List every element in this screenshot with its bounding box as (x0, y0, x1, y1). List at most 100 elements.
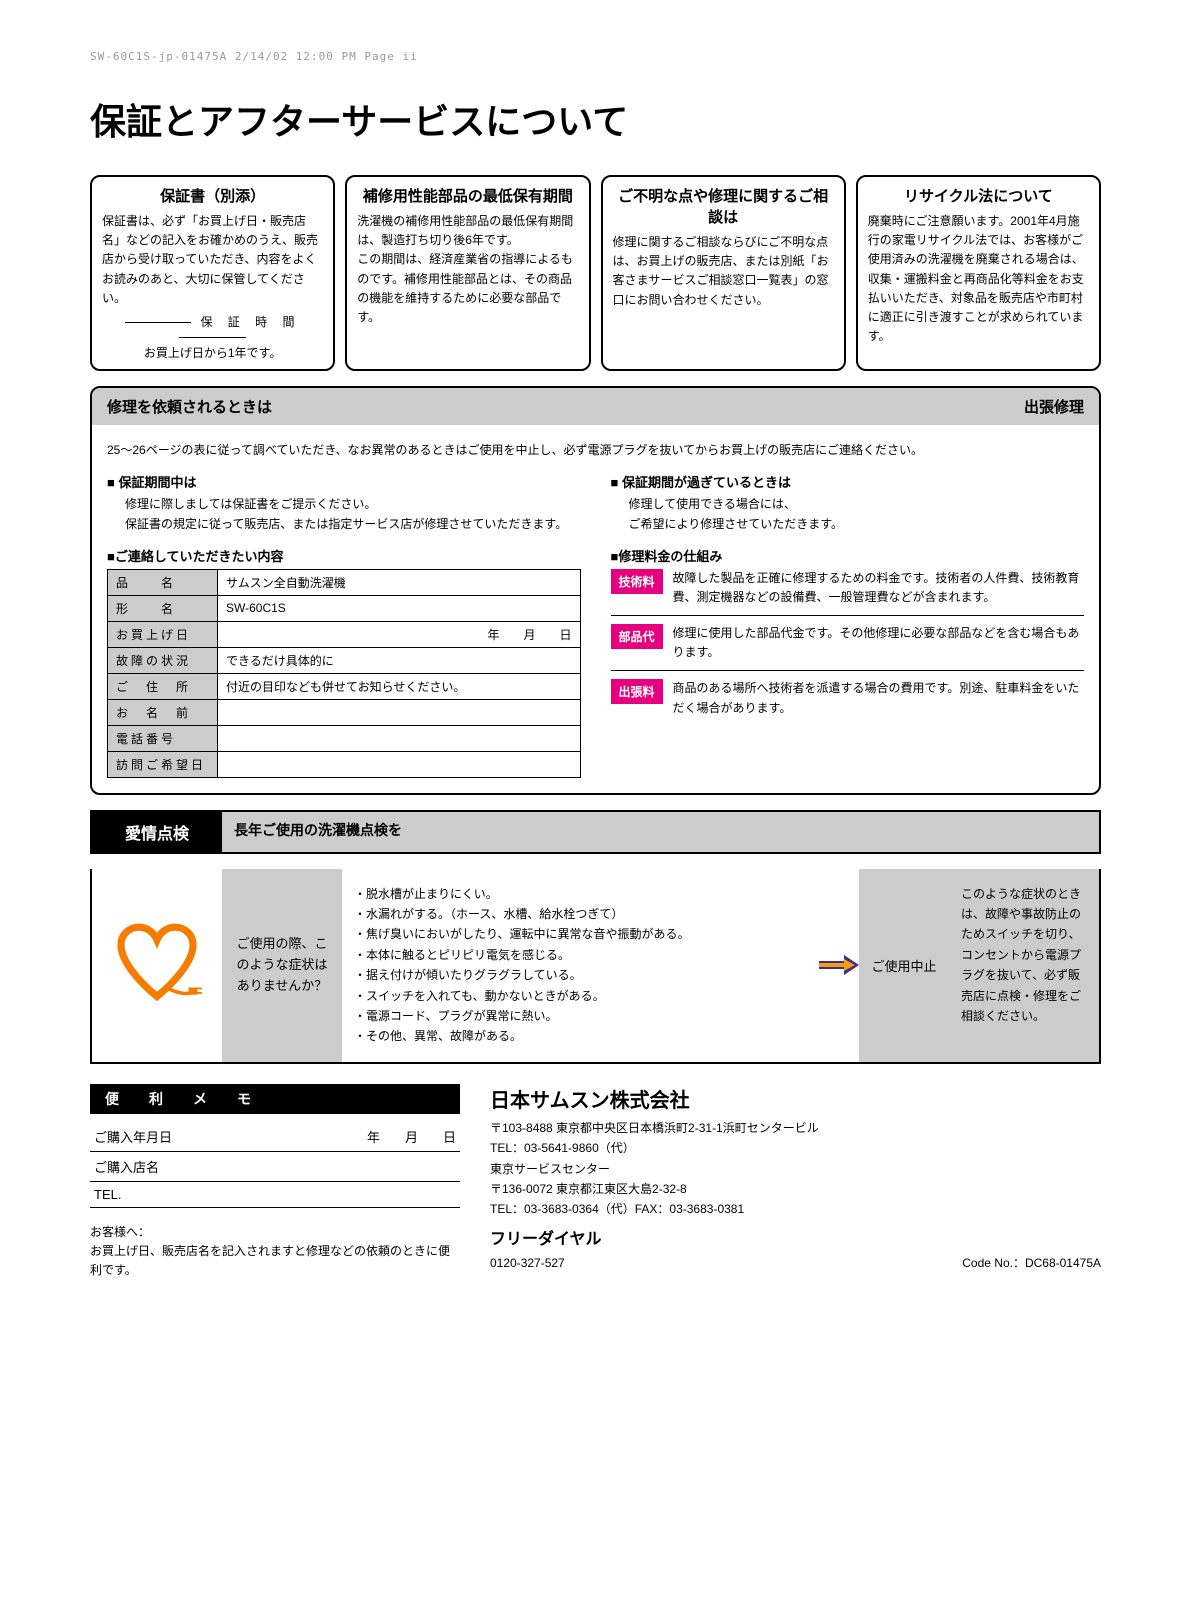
recycle-box: リサイクル法について 廃棄時にご注意願います。2001年4月施行の家電リサイクル… (856, 175, 1101, 371)
inquiry-box: ご不明な点や修理に関するご相談は 修理に関するご相談ならびにご不明な点は、お買上… (601, 175, 846, 371)
arrow-cell (819, 869, 859, 1062)
box-title: 補修用性能部品の最低保有期間 (357, 185, 578, 206)
customer-note: お客様へ： お買上げ日、販売店名を記入されますと修理などの依頼のときに便利です。 (90, 1223, 460, 1281)
info-boxes: 保証書（別添） 保証書は、必ず「お買上げ日・販売店名」などの記入をお確かめのうえ… (90, 175, 1101, 371)
memo-row: ご購入年月日年月日 (90, 1122, 460, 1152)
warranty-box: 保証書（別添） 保証書は、必ず「お買上げ日・販売店名」などの記入をお確かめのうえ… (90, 175, 335, 371)
company-addr1: 〒103-8488 東京都中央区日本橋浜町2-31-1浜町センタービル (490, 1118, 1101, 1138)
fee-list: 技術料故障した製品を正確に修理するための料金です。技術者の人件費、技術教育費、測… (611, 569, 1085, 726)
heart-plug-icon (112, 920, 202, 1010)
box-title: リサイクル法について (868, 185, 1089, 206)
box-body: 保証書は、必ず「お買上げ日・販売店名」などの記入をお確かめのうえ、販売店から受け… (102, 212, 323, 308)
table-row: 電話番号 (108, 725, 581, 751)
fee-row: 出張料商品のある場所へ技術者を派遣する場合の費用です。別途、駐車料金をいただく場… (611, 679, 1085, 725)
repair-header: 修理を依頼されるときは 出張修理 (92, 388, 1099, 425)
symptom-item: ・本体に触るとピリピリ電気を感じる。 (354, 945, 807, 965)
fee-row: 部品代修理に使用した部品代金です。その他修理に必要な部品などを含む場合もあります… (611, 624, 1085, 671)
table-row: 訪問ご希望日 (108, 751, 581, 777)
memo-value (190, 1151, 460, 1181)
file-header: SW-60C1S-jp-01475A 2/14/02 12:00 PM Page… (90, 50, 1101, 63)
heart-icon-cell (92, 869, 222, 1062)
advice-cell: このような症状のときは、故障や事故防止のためスイッチを切り、コンセントから電源プ… (949, 869, 1099, 1062)
memo-value (190, 1181, 460, 1207)
inspection-header: 長年ご使用の洗濯機点検を (222, 812, 1099, 852)
contact-table: 品 名サムスン全自動洗濯機形 名SW-60C1Sお買上げ日年 月 日故障の状況で… (107, 569, 581, 778)
contact-title: ■ご連絡していただきたい内容 (107, 546, 581, 565)
memo-label: ご購入店名 (90, 1151, 190, 1181)
fee-title: ■修理料金の仕組み (611, 546, 1085, 565)
fee-desc: 修理に使用した部品代金です。その他修理に必要な部品などを含む場合もあります。 (673, 624, 1084, 662)
memo-header: 便 利 メ モ (90, 1084, 460, 1114)
in-period-text: 修理に際しましては保証書をご提示ください。 保証書の規定に従って販売店、または指… (107, 495, 581, 533)
row-value: 年 月 日 (218, 621, 581, 647)
table-row: 形 名SW-60C1S (108, 595, 581, 621)
row-value (218, 725, 581, 751)
box-title: ご不明な点や修理に関するご相談は (613, 185, 834, 227)
warranty-period-text: お買上げ日から1年です。 (102, 344, 323, 361)
page-title: 保証とアフターサービスについて (90, 93, 1101, 145)
memo-row: ご購入店名 (90, 1151, 460, 1181)
company-center: 東京サービスセンター (490, 1159, 1101, 1179)
memo-label: ご購入年月日 (90, 1122, 190, 1152)
after-period-text: 修理して使用できる場合には、 ご希望により修理させていただきます。 (611, 495, 1085, 533)
symptom-item: ・電源コード、プラグが異常に熱い。 (354, 1006, 807, 1026)
arrow-icon (819, 955, 859, 975)
symptom-item: ・据え付けが傾いたりグラグラしている。 (354, 965, 807, 985)
fee-desc: 故障した製品を正確に修理するための料金です。技術者の人件費、技術教育費、測定機器… (673, 569, 1084, 607)
inspection-body: ご使用の際、このような症状はありませんか？ ・脱水槽が止まりにくい。・水漏れがす… (90, 869, 1101, 1064)
symptom-item: ・脱水槽が止まりにくい。 (354, 884, 807, 904)
free-dial-label: フリーダイヤル (490, 1226, 1101, 1253)
company-name: 日本サムスン株式会社 (490, 1084, 1101, 1118)
row-label: ご 住 所 (108, 673, 218, 699)
row-label: 品 名 (108, 569, 218, 595)
memo-table: ご購入年月日年月日ご購入店名TEL. (90, 1122, 460, 1208)
parts-box: 補修用性能部品の最低保有期間 洗濯機の補修用性能部品の最低保有期間は、製造打ち切… (345, 175, 590, 371)
row-label: 訪問ご希望日 (108, 751, 218, 777)
repair-section: 修理を依頼されるときは 出張修理 25〜26ページの表に従って調べていただき、な… (90, 386, 1101, 795)
inspection-header-row: 愛情点検 長年ご使用の洗濯機点検を (90, 810, 1101, 854)
repair-intro: 25〜26ページの表に従って調べていただき、なお異常のあるときはご使用を中止し、… (107, 440, 1084, 460)
memo-section: 便 利 メ モ ご購入年月日年月日ご購入店名TEL. お客様へ： お買上げ日、販… (90, 1084, 460, 1281)
memo-value: 年月日 (190, 1122, 460, 1152)
stop-cell: ご使用中止 (859, 869, 949, 1062)
fee-tag: 技術料 (611, 569, 663, 594)
company-section: 日本サムスン株式会社 〒103-8488 東京都中央区日本橋浜町2-31-1浜町… (490, 1084, 1101, 1281)
fee-tag: 部品代 (611, 624, 663, 649)
warranty-period-label: 保 証 時 間 (102, 313, 323, 344)
row-value: 付近の目印なども併せてお知らせください。 (218, 673, 581, 699)
customer-text: お買上げ日、販売店名を記入されますと修理などの依頼のときに便利です。 (90, 1242, 460, 1280)
table-row: 品 名サムスン全自動洗濯機 (108, 569, 581, 595)
row-label: お買上げ日 (108, 621, 218, 647)
free-dial-num: 0120-327-527 (490, 1253, 565, 1273)
box-body: 廃棄時にご注意願います。2001年4月施行の家電リサイクル法では、お客様がご使用… (868, 212, 1089, 346)
row-value (218, 699, 581, 725)
symptom-item: ・その他、異常、故障がある。 (354, 1026, 807, 1046)
symptom-item: ・スイッチを入れても、動かないときがある。 (354, 986, 807, 1006)
row-label: 形 名 (108, 595, 218, 621)
company-addr2: 〒136-0072 東京都江東区大島2-32-8 (490, 1179, 1101, 1199)
table-row: お買上げ日年 月 日 (108, 621, 581, 647)
row-label: 故障の状況 (108, 647, 218, 673)
company-tel2: TEL：03-3683-0364（代）FAX：03-3683-0381 (490, 1199, 1101, 1219)
row-value (218, 751, 581, 777)
row-value: サムスン全自動洗濯機 (218, 569, 581, 595)
box-body: 洗濯機の補修用性能部品の最低保有期間は、製造打ち切り後6年です。 この期間は、経… (357, 212, 578, 327)
row-label: 電話番号 (108, 725, 218, 751)
company-tel1: TEL：03-5641-9860（代） (490, 1138, 1101, 1158)
symptom-item: ・水漏れがする。（ホース、水槽、給水栓つぎて） (354, 904, 807, 924)
fee-tag: 出張料 (611, 679, 663, 704)
table-row: お 名 前 (108, 699, 581, 725)
table-row: ご 住 所付近の目印なども併せてお知らせください。 (108, 673, 581, 699)
in-period-title: ■ 保証期間中は (107, 472, 581, 491)
code-no: Code No.：DC68-01475A (962, 1253, 1101, 1273)
row-value: SW-60C1S (218, 595, 581, 621)
table-row: 故障の状況できるだけ具体的に (108, 647, 581, 673)
memo-label: TEL. (90, 1181, 190, 1207)
after-period-title: ■ 保証期間が過ぎているときは (611, 472, 1085, 491)
repair-header-right: 出張修理 (1024, 396, 1084, 417)
inspection-label: 愛情点検 (92, 812, 222, 852)
row-label: お 名 前 (108, 699, 218, 725)
box-title: 保証書（別添） (102, 185, 323, 206)
box-body: 修理に関するご相談ならびにご不明な点は、お買上げの販売店、または別紙「お客さまサ… (613, 233, 834, 310)
fee-row: 技術料故障した製品を正確に修理するための料金です。技術者の人件費、技術教育費、測… (611, 569, 1085, 616)
